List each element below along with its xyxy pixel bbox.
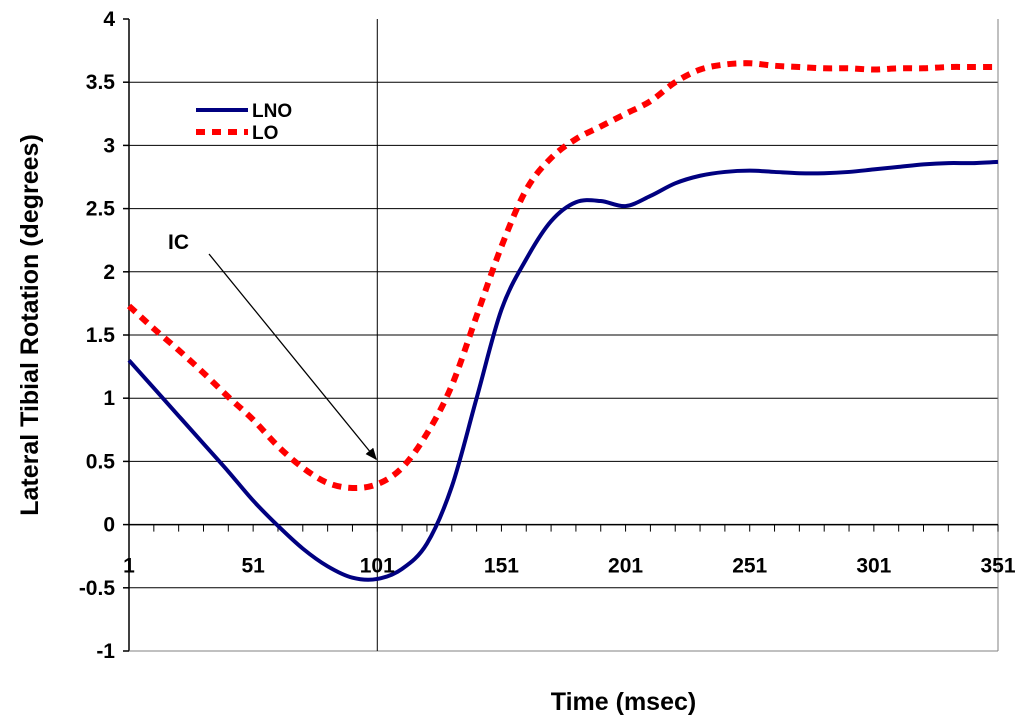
x-tick-label: 151 [484,555,519,578]
x-tick-label: 251 [732,555,767,578]
y-tick-label: 3 [103,134,115,157]
tick-labels: -1-0.500.511.522.533.541 51 101 151 201 251 30… [79,8,1016,663]
gridlines [129,81,998,589]
x-axis-title: Time (msec) [551,688,696,716]
y-tick-label: 2 [103,261,115,284]
x-tick-label: 101 [360,555,395,578]
x-tick-label: 51 [241,555,265,578]
x-tick-label: 201 [608,555,643,578]
y-tick-label: 1.5 [86,324,116,347]
annotations: IC [168,231,377,461]
y-tick-label: 2.5 [86,198,116,221]
legend-label-lo: LO [252,123,278,144]
series-group [126,60,999,582]
legend-label-lno: LNO [252,101,292,122]
x-tick-label: 1 [123,555,135,578]
x-tick-label: 301 [856,555,891,578]
y-axis-title: Lateral Tibial Rotation (degrees) [16,134,44,516]
x-tick-label: 351 [980,555,1015,578]
y-tick-label: 4 [103,8,115,31]
y-tick-label: -0.5 [79,577,116,600]
series-line-lo [126,60,998,491]
y-tick-label: -1 [96,640,115,663]
y-tick-label: 0.5 [86,450,116,473]
y-tick-label: 3.5 [86,71,116,94]
y-tick-label: 1 [103,387,115,410]
annotation-arrow [208,253,377,461]
series-line-lno [127,159,999,582]
y-tick-label: 0 [103,514,115,537]
annotation-label: IC [168,231,189,254]
